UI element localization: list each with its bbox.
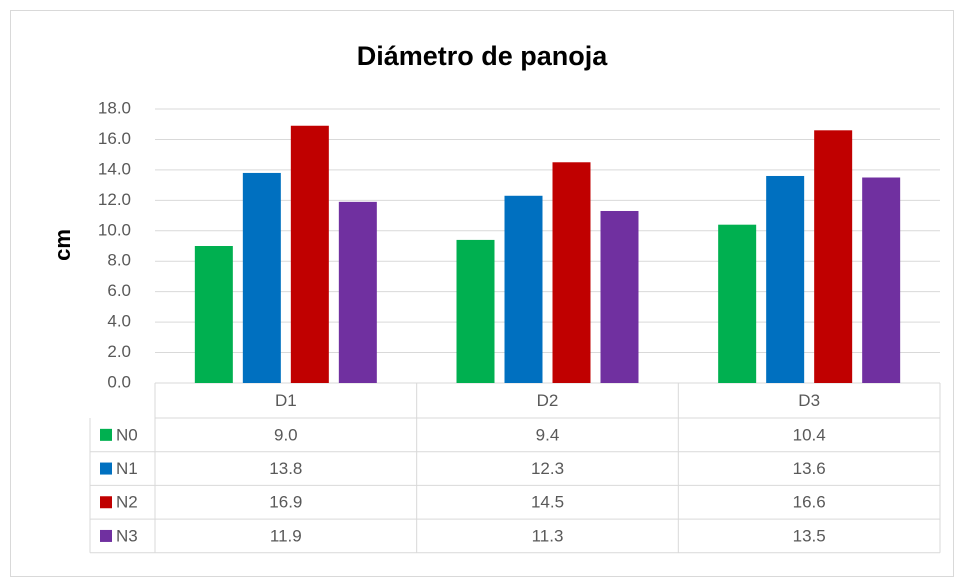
table-cell: 13.5: [793, 526, 826, 545]
table-cell: 11.3: [532, 526, 564, 545]
x-tick-label: D2: [537, 391, 559, 410]
y-tick-label: 0.0: [107, 372, 131, 391]
y-tick-label: 18.0: [98, 98, 131, 117]
x-tick-label: D3: [798, 391, 820, 410]
legend-swatch: [100, 428, 112, 441]
table-cell: 10.4: [793, 425, 826, 444]
y-tick-label: 16.0: [98, 129, 131, 148]
table-cell: 12.3: [531, 459, 564, 478]
bar: [862, 177, 901, 383]
bar: [290, 125, 329, 383]
legend-label: N1: [116, 459, 138, 478]
table-cell: 9.0: [274, 425, 298, 444]
legend-label: N2: [116, 493, 138, 512]
table-cell: 11.9: [270, 526, 302, 545]
bar: [766, 175, 805, 383]
bar: [600, 210, 639, 383]
bar: [552, 162, 591, 383]
table-cell: 13.8: [269, 459, 302, 478]
y-tick-label: 2.0: [107, 342, 131, 361]
table-cell: 16.6: [793, 493, 826, 512]
chart-title: Diámetro de panoja: [357, 41, 609, 71]
y-tick-label: 10.0: [98, 220, 131, 239]
legend-label: N3: [116, 526, 138, 545]
legend-swatch: [100, 529, 112, 542]
bar: [718, 224, 757, 383]
table-cell: 9.4: [536, 425, 560, 444]
y-tick-label: 8.0: [107, 251, 131, 270]
x-tick-label: D1: [275, 391, 297, 410]
bar: [338, 201, 377, 383]
y-axis-label: cm: [50, 229, 75, 261]
bar: [456, 239, 495, 383]
bar: [504, 195, 543, 383]
table-cell: 13.6: [793, 459, 826, 478]
y-tick-label: 6.0: [107, 281, 131, 300]
bar: [242, 172, 281, 383]
y-tick-label: 4.0: [107, 312, 131, 331]
bar: [194, 246, 233, 383]
y-tick-label: 14.0: [98, 159, 131, 178]
legend-swatch: [100, 496, 112, 509]
y-tick-label: 12.0: [98, 190, 131, 209]
table-cell: 16.9: [269, 493, 302, 512]
legend-swatch: [100, 462, 112, 475]
bar: [814, 130, 853, 383]
table-cell: 14.5: [531, 493, 564, 512]
legend-label: N0: [116, 425, 138, 444]
